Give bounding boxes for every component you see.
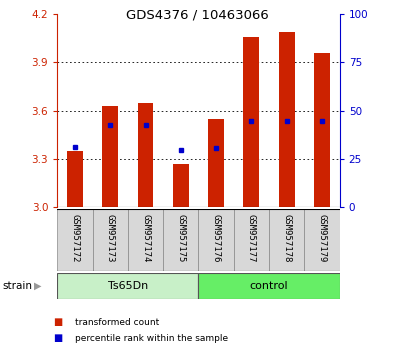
- Bar: [57, 209, 92, 271]
- Bar: [173, 164, 189, 207]
- Bar: [305, 209, 340, 271]
- Text: ■: ■: [53, 333, 62, 343]
- Bar: [314, 53, 330, 207]
- Text: GSM957173: GSM957173: [106, 214, 115, 262]
- Bar: [199, 273, 340, 299]
- Bar: [269, 209, 305, 271]
- Text: ■: ■: [53, 317, 62, 327]
- Text: control: control: [250, 281, 288, 291]
- Text: GSM957177: GSM957177: [247, 214, 256, 262]
- Text: GSM957179: GSM957179: [318, 214, 327, 262]
- Text: transformed count: transformed count: [75, 318, 159, 327]
- Text: GSM957176: GSM957176: [212, 214, 221, 262]
- Text: percentile rank within the sample: percentile rank within the sample: [75, 333, 228, 343]
- Bar: [137, 103, 154, 207]
- Text: GSM957175: GSM957175: [176, 214, 185, 262]
- Text: GSM957178: GSM957178: [282, 214, 291, 262]
- Bar: [128, 209, 163, 271]
- Bar: [199, 209, 234, 271]
- Bar: [243, 37, 260, 207]
- Bar: [67, 151, 83, 207]
- Bar: [279, 32, 295, 207]
- Bar: [208, 119, 224, 207]
- Text: Ts65Dn: Ts65Dn: [108, 281, 148, 291]
- Bar: [102, 106, 118, 207]
- Bar: [92, 209, 128, 271]
- Text: GSM957174: GSM957174: [141, 214, 150, 262]
- Text: ▶: ▶: [34, 281, 42, 291]
- Text: GSM957172: GSM957172: [70, 214, 79, 262]
- Bar: [57, 273, 199, 299]
- Text: GDS4376 / 10463066: GDS4376 / 10463066: [126, 9, 269, 22]
- Bar: [163, 209, 198, 271]
- Bar: [234, 209, 269, 271]
- Text: strain: strain: [2, 281, 32, 291]
